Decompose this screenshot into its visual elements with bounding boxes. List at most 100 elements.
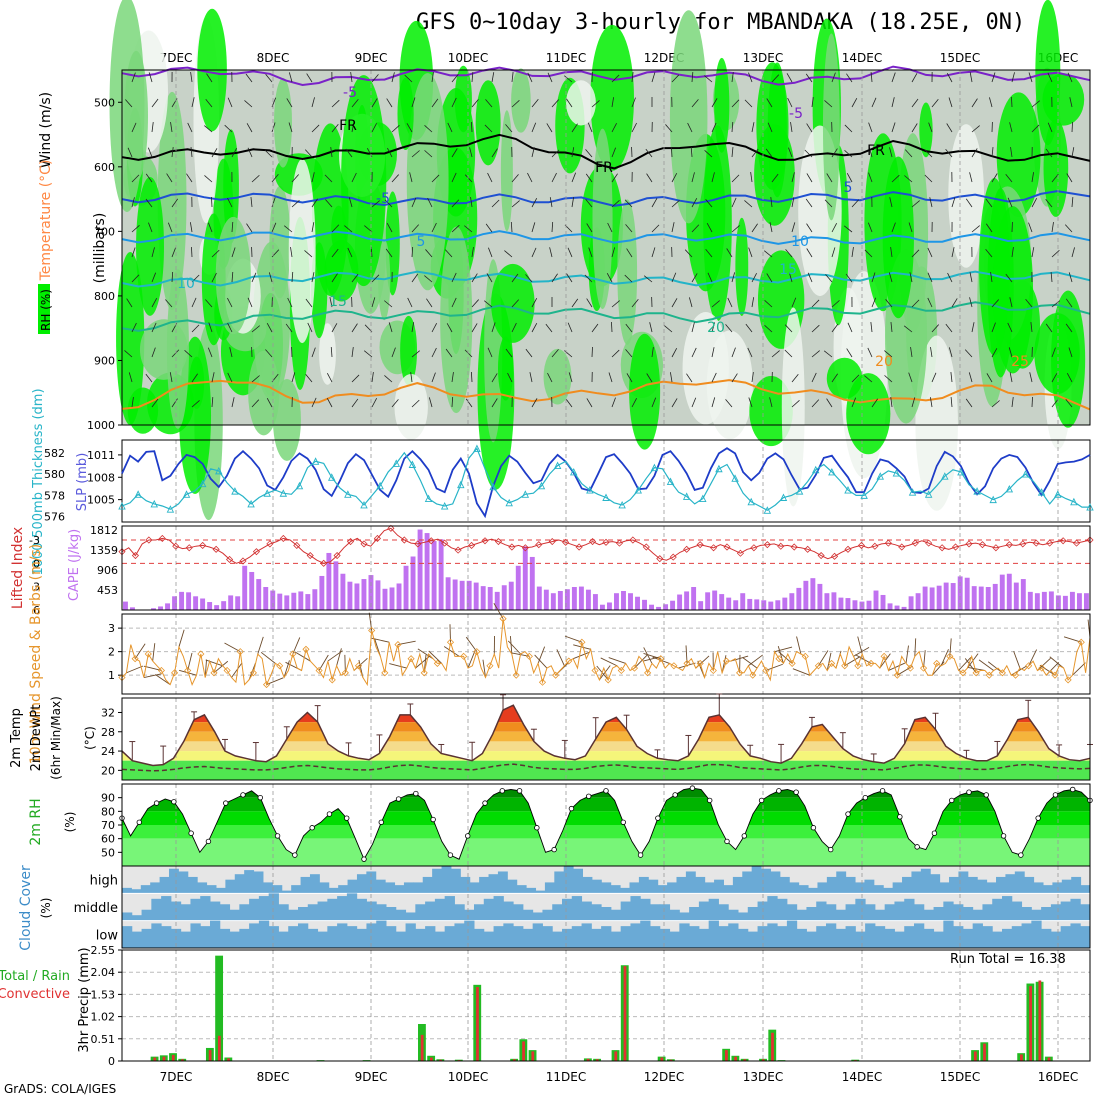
cape-bar <box>782 597 788 610</box>
cloud-cell-middle <box>464 909 475 921</box>
wind-barb <box>707 272 713 283</box>
wind-barb <box>131 247 136 258</box>
wind-barb <box>305 298 313 308</box>
wind-barb <box>904 175 913 183</box>
wind-barb <box>304 149 313 158</box>
wind-barb <box>387 147 393 158</box>
cloud-cell-low <box>532 923 543 948</box>
wind-barb <box>823 350 833 358</box>
wind10-marker <box>788 659 796 667</box>
wind10-barb <box>1013 651 1021 669</box>
wind-barb <box>1065 298 1073 308</box>
rh2m-marker <box>568 805 575 812</box>
li-marker <box>817 551 825 560</box>
wind10-marker <box>683 659 691 667</box>
wind-barb <box>411 150 420 158</box>
rh2m-marker <box>689 785 696 791</box>
cloud-cell-high <box>751 866 762 894</box>
thickness-marker <box>941 472 949 480</box>
cloud-cell-low <box>483 931 495 948</box>
wind10-barb <box>774 646 793 653</box>
rh2m-marker <box>153 800 160 806</box>
thickness-marker <box>1086 503 1094 511</box>
wind-barb <box>190 72 193 83</box>
cape-bar <box>607 602 612 610</box>
wind-barb <box>927 272 933 283</box>
wind-barb <box>151 272 157 283</box>
rh-blob <box>400 315 418 386</box>
wind10-marker <box>420 669 428 677</box>
li-marker <box>575 543 583 551</box>
wind10-marker <box>1025 662 1033 670</box>
rh2m-marker <box>707 797 713 804</box>
wind-barb <box>811 350 820 358</box>
wind-barb <box>1008 347 1013 358</box>
wind-barb <box>766 273 773 283</box>
bottom-day-tick: 9DEC <box>355 1070 388 1084</box>
precip-convective-bar <box>1020 1054 1023 1061</box>
rh-tick-label: 50 <box>101 846 115 859</box>
cape-bar <box>333 561 339 610</box>
wind-barb <box>843 225 853 233</box>
wind-barb <box>671 146 673 158</box>
rh-blob <box>497 336 514 401</box>
wind10-barb <box>205 659 223 667</box>
cloud-cell-high <box>864 879 875 894</box>
temp-tick-label: 20 <box>101 764 115 777</box>
wind-barb <box>591 323 599 333</box>
wind-barb <box>371 200 380 208</box>
cloud-cell-low <box>718 926 729 948</box>
cloud-cell-middle <box>718 904 729 921</box>
cloud-cell-high <box>573 868 584 894</box>
rh-blob <box>822 33 840 221</box>
rh-fill-bands <box>122 788 1090 866</box>
wind10-barb <box>294 651 311 662</box>
wind10-marker <box>170 669 179 677</box>
wind-barb <box>691 224 700 233</box>
cloud-cell-low <box>747 931 759 948</box>
li-marker <box>306 551 314 560</box>
rh2m-marker <box>655 815 661 821</box>
cape-bar <box>487 587 493 610</box>
rh-blob <box>511 68 531 133</box>
wind10-barb <box>428 650 443 664</box>
wind-barb <box>205 98 213 108</box>
wind-barb <box>567 247 573 258</box>
li-marker <box>965 540 973 548</box>
wind10-marker <box>381 669 389 677</box>
wind-barb <box>151 398 159 408</box>
precip-convective-bar <box>669 1059 673 1061</box>
cloud-cell-middle <box>278 904 289 921</box>
precip-convective-bar <box>1038 980 1042 1061</box>
wind-barb <box>771 74 780 83</box>
cape-bar <box>249 571 255 610</box>
cloud-cell-low <box>327 926 338 948</box>
wind-barb <box>725 324 733 333</box>
thickness-marker <box>844 486 852 494</box>
wind-barb <box>1065 323 1073 333</box>
wind-barb <box>969 272 973 283</box>
wind-barb <box>546 123 553 133</box>
cloud-cell-high <box>187 876 198 894</box>
wind-barb <box>771 173 779 183</box>
precip-convective-bar <box>614 1051 618 1061</box>
wind-barb <box>671 173 678 183</box>
cloud-cell-high <box>319 882 330 894</box>
cloud-cell-middle <box>151 898 162 921</box>
rh-tick-label: 90 <box>101 792 115 805</box>
cloud-cell-low <box>874 926 886 948</box>
wind10-marker <box>617 666 625 675</box>
cloud-cell-low <box>444 926 455 948</box>
isotherm-5 <box>121 190 1091 207</box>
wind-barb <box>510 221 513 233</box>
wind-barb <box>471 299 479 308</box>
cloud-cell-low <box>669 931 680 948</box>
wind-barb <box>330 147 333 158</box>
cloud-cell-high <box>958 871 969 894</box>
wind-barb <box>551 149 560 158</box>
wind-barb <box>1011 72 1015 83</box>
wind-barb <box>1031 172 1034 183</box>
cloud-cell-middle <box>415 904 426 921</box>
contour-label: FR <box>867 143 885 159</box>
cape-bar <box>592 594 598 610</box>
